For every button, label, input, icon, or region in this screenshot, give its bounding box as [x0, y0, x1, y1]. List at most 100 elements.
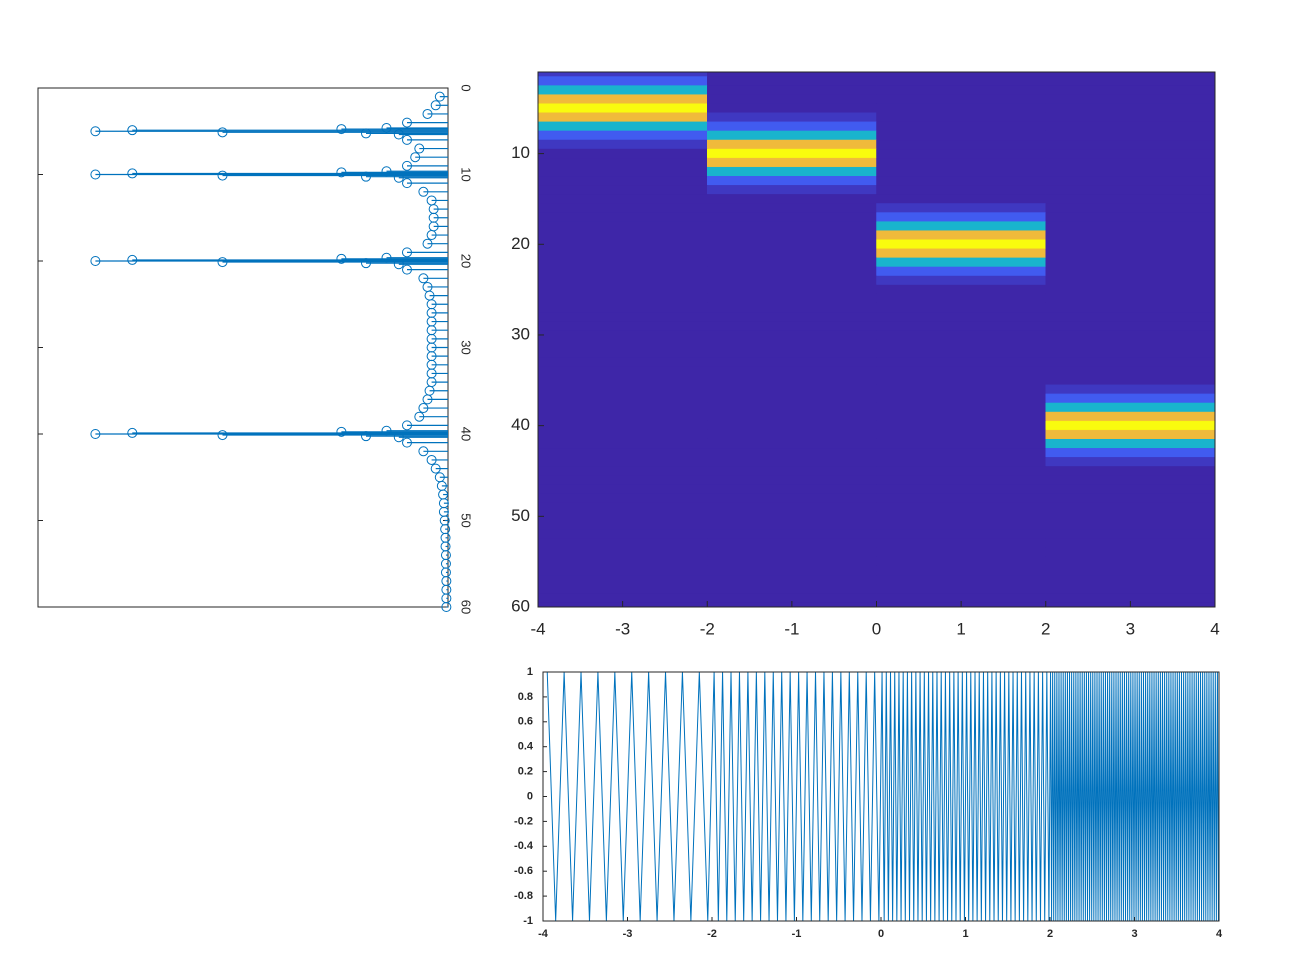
x-tick-label: -4: [530, 619, 545, 638]
heatmap-cell: [538, 185, 708, 196]
heatmap-cell: [1045, 130, 1215, 141]
heatmap-cell: [538, 321, 708, 332]
stem-marker: [402, 134, 412, 145]
heatmap-cell: [707, 520, 877, 531]
heatmap-cell: [1045, 457, 1215, 468]
stem-plot: 0 10 20 30 40 50 60: [37, 84, 474, 614]
stem-marker: [418, 186, 429, 197]
x-tick-label: -4: [538, 928, 549, 940]
heatmap-cell: [1045, 366, 1215, 377]
heatmap-cell: [876, 148, 1046, 159]
heatmap-cell: [876, 375, 1046, 386]
heatmap-cell: [707, 148, 877, 159]
heatmap-cell: [876, 330, 1046, 341]
heatmap-cell: [707, 366, 877, 377]
heatmap-cell: [707, 76, 877, 87]
stem-marker: [127, 125, 138, 136]
stem-marker: [217, 170, 228, 181]
heatmap-cell: [538, 520, 708, 531]
signal-line: [546, 671, 1219, 922]
x-tick-label: -1: [784, 619, 799, 638]
heatmap-cell: [1045, 312, 1215, 323]
heatmap-cell: [707, 402, 877, 413]
heatmap-cell: [707, 112, 877, 123]
x-tick-label: 4: [1216, 928, 1223, 940]
heatmap-cell: [876, 420, 1046, 431]
stem-marker: [393, 172, 404, 183]
heatmap-cell: [538, 148, 708, 159]
stem-marker: [434, 91, 445, 102]
heatmap-cell: [1045, 103, 1215, 114]
heatmap-cell: [876, 130, 1046, 141]
heatmap-cell: [876, 484, 1046, 495]
heatmap-cell: [707, 230, 877, 241]
y-tick-label: 0.8: [518, 691, 533, 703]
heatmap-cell: [707, 239, 877, 250]
y-tick-label: 1: [527, 666, 533, 678]
x-tick-label: 4: [1210, 619, 1219, 638]
stem-marker: [361, 258, 371, 269]
x-tick-label: 2: [1041, 619, 1050, 638]
heatmap-cell: [707, 330, 877, 341]
x-tick-label: -1: [792, 928, 802, 940]
x-tick-label: 3: [1131, 928, 1137, 940]
heatmap-cell: [538, 402, 708, 413]
stem-marker: [441, 602, 452, 612]
heatmap-cell: [876, 212, 1046, 223]
heatmap-cell: [876, 185, 1046, 196]
heatmap-cell: [1045, 157, 1215, 168]
heatmap-cell: [707, 348, 877, 359]
stem-marker: [381, 123, 392, 134]
heatmap-cell: [876, 166, 1046, 178]
heatmap-cell: [876, 266, 1046, 277]
stem-marker: [426, 454, 437, 465]
heatmap-cell: [538, 275, 708, 286]
heatmap-cell: [538, 565, 708, 577]
heatmap-cell: [538, 411, 708, 422]
heatmap-cell: [538, 76, 708, 87]
heatmap-cell: [1045, 529, 1215, 540]
stem-marker: [430, 463, 441, 474]
heatmap-cell: [538, 466, 708, 477]
heatmap-cell: [707, 429, 877, 440]
heatmap-cell: [876, 302, 1046, 314]
heatmap-cell: [538, 547, 708, 558]
heatmap-cell: [538, 357, 708, 368]
heatmap-cell: [876, 493, 1046, 504]
y-tick-label: 30: [511, 324, 530, 343]
heatmap-cell: [1045, 584, 1215, 595]
heatmap-cell: [538, 438, 708, 450]
heatmap-cell: [538, 212, 708, 223]
heatmap-cell: [707, 166, 877, 178]
tick-label: 30: [459, 340, 474, 354]
heatmap-cell: [538, 339, 708, 350]
x-tick-label: -3: [615, 619, 630, 638]
heatmap-cell: [538, 502, 708, 513]
heatmap-cell: [1045, 384, 1215, 395]
heatmap-cell: [707, 94, 877, 105]
stem-marker: [402, 178, 412, 189]
heatmap: -4 -3 -2 -1 0 1 2 3 4 10 20 30 40 50 60: [511, 71, 1220, 638]
heatmap-cell: [876, 257, 1046, 268]
heatmap-cell: [707, 448, 877, 459]
heatmap-cell: [538, 475, 708, 486]
heatmap-cell: [876, 94, 1046, 105]
heatmap-cell: [1045, 302, 1215, 314]
stem-marker: [361, 431, 371, 442]
stem-marker: [393, 259, 404, 270]
heatmap-cell: [876, 366, 1046, 377]
heatmap-cell: [707, 85, 877, 96]
heatmap-cell: [707, 121, 877, 132]
heatmap-cell: [1045, 212, 1215, 223]
heatmap-cell: [707, 556, 877, 567]
heatmap-cell: [707, 466, 877, 477]
heatmap-cell: [1045, 194, 1215, 205]
heatmap-cell: [876, 85, 1046, 96]
heatmap-cell: [876, 239, 1046, 250]
heatmap-cell: [876, 312, 1046, 323]
heatmap-cell: [538, 529, 708, 540]
y-tick-label: -0.8: [514, 890, 533, 902]
heatmap-cell: [876, 321, 1046, 332]
heatmap-cell: [538, 257, 708, 268]
heatmap-cell: [876, 438, 1046, 450]
